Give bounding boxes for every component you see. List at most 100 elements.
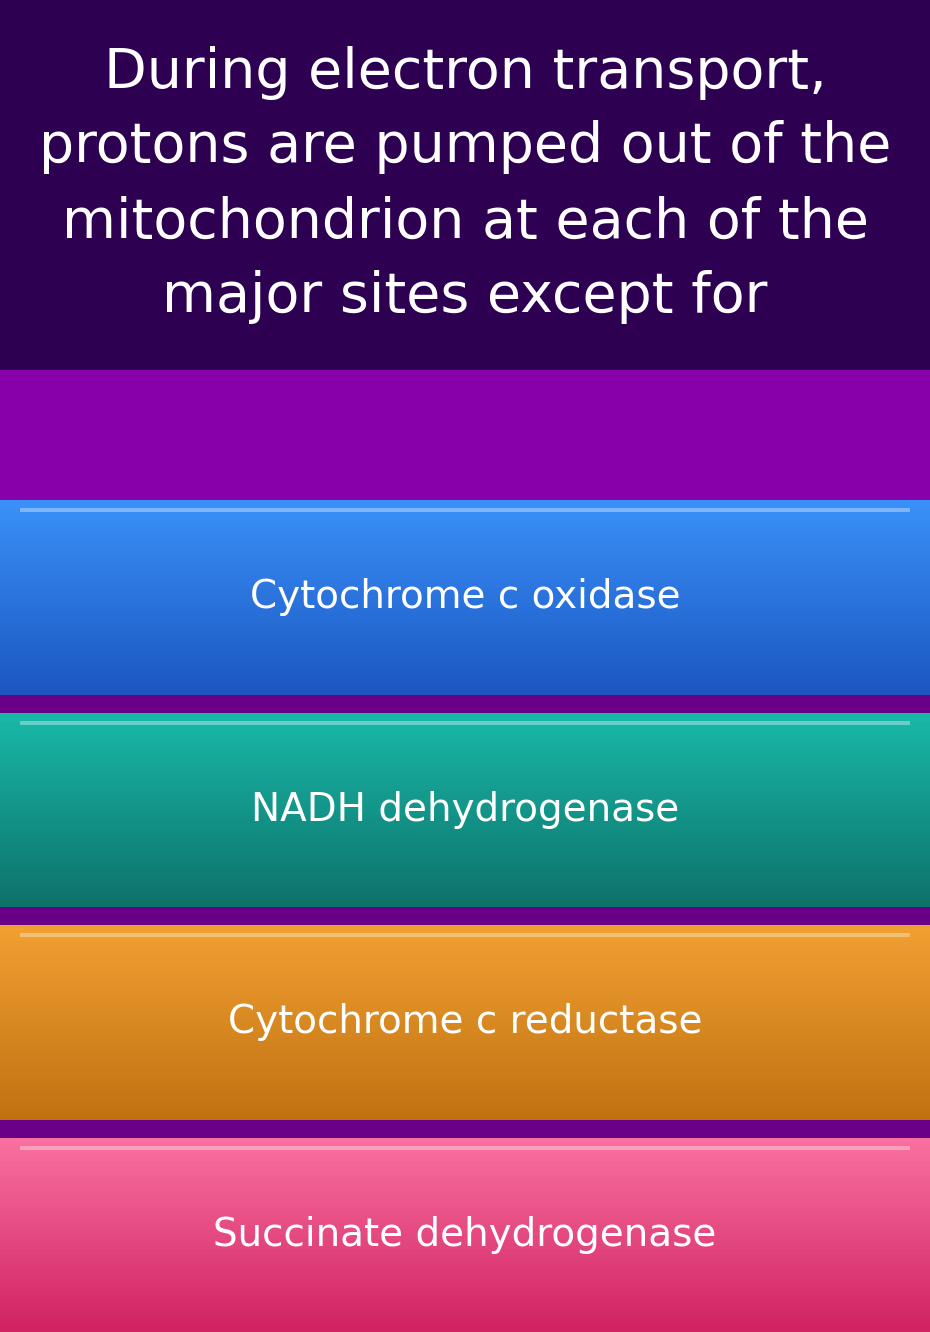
Bar (0, 733, 930, 737)
Bar (0, 757, 930, 761)
Bar (20, 721, 910, 725)
Bar (0, 1205, 930, 1211)
Bar (0, 1288, 930, 1293)
Bar (0, 1211, 930, 1215)
Bar (0, 790, 930, 795)
Bar (0, 500, 930, 505)
Bar (0, 887, 930, 892)
Bar (0, 1269, 930, 1273)
Bar (0, 1167, 930, 1172)
Bar (0, 819, 930, 825)
Bar (0, 1119, 930, 1138)
Bar (0, 505, 930, 510)
Bar (0, 1273, 930, 1279)
Bar (0, 944, 930, 950)
Bar (0, 998, 930, 1003)
Bar (0, 1327, 930, 1332)
Bar (0, 848, 930, 854)
Bar (0, 514, 930, 519)
Bar (0, 839, 930, 843)
Bar (0, 534, 930, 539)
Bar (0, 959, 930, 964)
Bar (0, 1095, 930, 1100)
Bar (0, 1051, 930, 1056)
Bar (0, 902, 930, 907)
Bar (0, 370, 930, 500)
Bar (0, 1086, 930, 1091)
Bar (0, 746, 930, 751)
Bar (0, 988, 930, 994)
Bar (0, 690, 930, 694)
Bar (0, 898, 930, 902)
Bar (0, 622, 930, 626)
Bar (0, 713, 930, 718)
Bar (0, 1162, 930, 1167)
Bar (0, 1080, 930, 1086)
Bar (0, 670, 930, 675)
Bar (0, 751, 930, 757)
Bar (0, 1323, 930, 1327)
Bar (0, 1106, 930, 1110)
Bar (0, 582, 930, 587)
Bar (0, 795, 930, 801)
Bar (0, 519, 930, 525)
Bar (0, 742, 930, 746)
Bar (0, 1042, 930, 1047)
Bar (0, 810, 930, 815)
Bar (0, 641, 930, 646)
Bar (0, 510, 930, 514)
Bar (0, 675, 930, 679)
Bar (0, 1022, 930, 1027)
Bar (0, 892, 930, 898)
Bar (0, 964, 930, 968)
Bar (0, 825, 930, 830)
Bar (0, 549, 930, 554)
Bar (0, 834, 930, 839)
Bar (0, 1071, 930, 1076)
Bar (0, 1147, 930, 1152)
Bar (0, 1191, 930, 1196)
Bar (0, 554, 930, 558)
Bar (0, 1200, 930, 1205)
Bar (0, 1255, 930, 1259)
Bar (0, 939, 930, 944)
Bar (0, 863, 930, 868)
Bar (0, 543, 930, 549)
Bar (0, 1100, 930, 1106)
Bar (0, 617, 930, 622)
Bar (0, 1235, 930, 1240)
Bar (0, 1229, 930, 1235)
Bar (0, 587, 930, 593)
Bar (0, 1158, 930, 1162)
Bar (0, 1312, 930, 1317)
Bar (0, 1176, 930, 1181)
Bar (0, 1091, 930, 1095)
Bar (0, 843, 930, 848)
Bar (0, 872, 930, 878)
Bar (0, 1066, 930, 1071)
Bar (0, 858, 930, 863)
Bar (0, 665, 930, 670)
Bar (0, 1062, 930, 1066)
Bar (0, 983, 930, 988)
Bar (0, 637, 930, 641)
Bar (0, 907, 930, 924)
Bar (0, 727, 930, 733)
Bar (0, 786, 930, 790)
Bar (0, 1036, 930, 1042)
Bar (0, 626, 930, 631)
Bar (0, 979, 930, 983)
Bar (0, 781, 930, 786)
Bar (0, 868, 930, 872)
Bar (0, 968, 930, 974)
Bar (0, 1008, 930, 1012)
Bar (0, 1317, 930, 1323)
Bar (0, 1032, 930, 1036)
Text: Cytochrome c reductase: Cytochrome c reductase (228, 1003, 702, 1042)
Bar (0, 1297, 930, 1303)
Bar (0, 1244, 930, 1249)
Bar (0, 685, 930, 690)
Bar (0, 805, 930, 810)
Bar (0, 1196, 930, 1200)
Bar (0, 525, 930, 529)
